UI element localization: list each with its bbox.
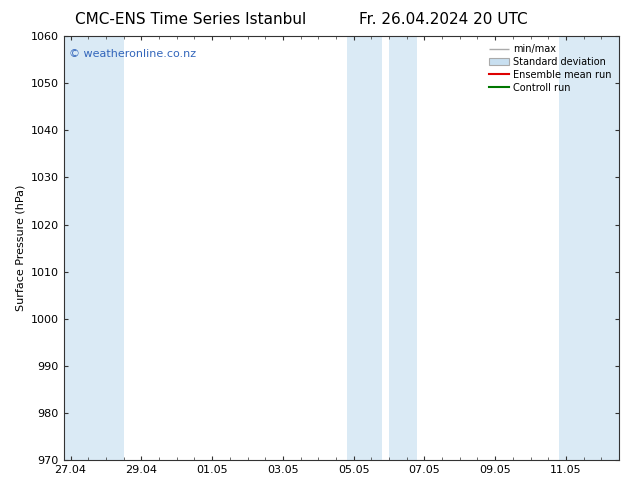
Bar [389,36,417,460]
Text: © weatheronline.co.nz: © weatheronline.co.nz [69,49,196,59]
Bar [347,36,382,460]
Y-axis label: Surface Pressure (hPa): Surface Pressure (hPa) [15,185,25,311]
Bar [559,36,619,460]
Text: CMC-ENS Time Series Istanbul: CMC-ENS Time Series Istanbul [75,12,306,27]
Bar [63,36,124,460]
Text: Fr. 26.04.2024 20 UTC: Fr. 26.04.2024 20 UTC [359,12,528,27]
Legend: min/max, Standard deviation, Ensemble mean run, Controll run: min/max, Standard deviation, Ensemble me… [486,41,614,96]
